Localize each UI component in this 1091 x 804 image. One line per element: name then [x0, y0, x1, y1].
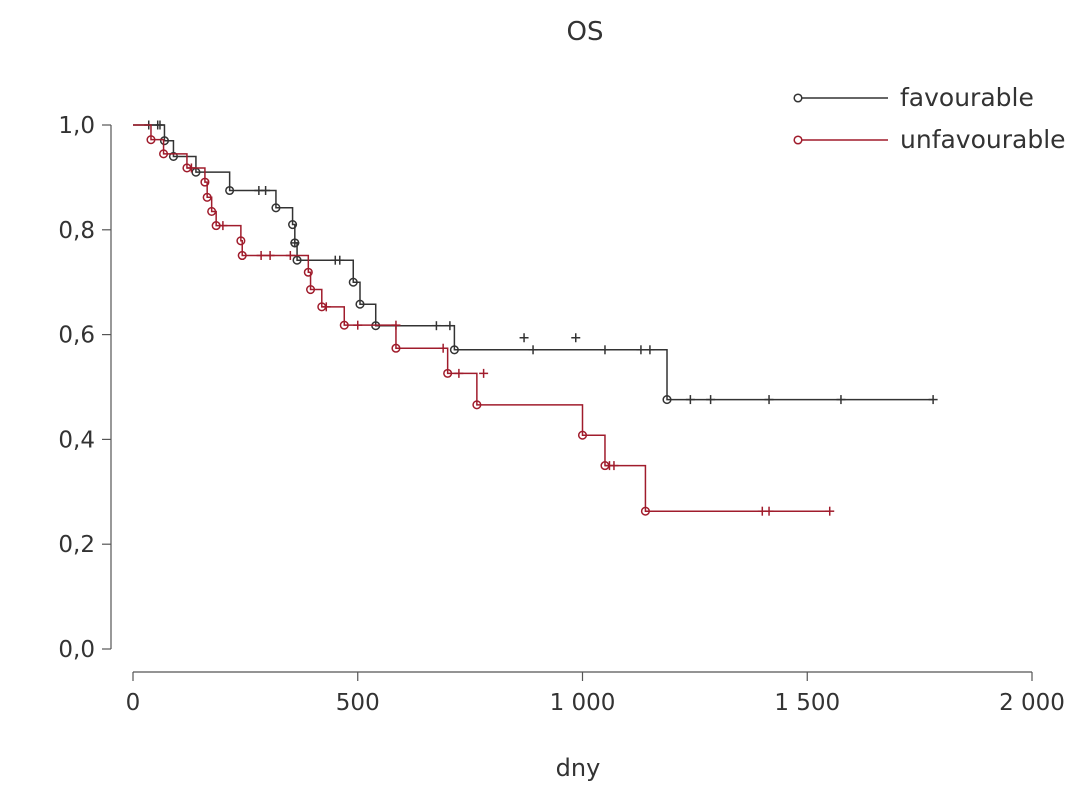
censored-mark	[218, 221, 228, 231]
y-tick-label: 1,0	[58, 113, 95, 139]
censored-mark	[836, 395, 846, 405]
y-tick-label: 0,6	[58, 323, 95, 349]
censored-mark	[571, 333, 581, 343]
censored-mark	[445, 321, 455, 331]
legend-item-favourable: favourable	[793, 83, 1034, 112]
event-point	[236, 236, 246, 246]
censored-mark	[155, 120, 165, 130]
event-point	[237, 250, 247, 261]
censored-mark	[528, 345, 538, 355]
series-line-unfavourable	[133, 124, 830, 512]
series-line-favourable	[133, 124, 934, 401]
censored-mark	[391, 320, 401, 330]
censored-mark	[600, 345, 610, 355]
chart-title: OS	[567, 17, 604, 47]
legend: favourable unfavourable	[793, 83, 1066, 154]
censored-mark	[609, 461, 619, 471]
censored-mark	[285, 250, 295, 260]
censored-mark	[454, 368, 464, 378]
event-point	[146, 135, 156, 145]
censored-mark	[928, 395, 938, 405]
x-tick-label: 2 000	[999, 690, 1065, 716]
y-tick-label: 0,4	[58, 427, 95, 453]
event-point	[577, 430, 588, 440]
legend-item-unfavourable: unfavourable	[793, 125, 1066, 154]
event-point	[168, 151, 179, 161]
censored-mark	[431, 321, 441, 331]
x-tick-label: 0	[126, 690, 141, 716]
event-point	[271, 203, 281, 213]
event-point	[288, 220, 298, 230]
event-point	[640, 506, 650, 516]
censored-mark	[479, 368, 489, 378]
event-point	[662, 395, 672, 405]
censored-mark	[685, 395, 695, 405]
legend-marker	[793, 93, 803, 103]
series-favourable	[133, 120, 938, 405]
censored-mark	[825, 506, 835, 516]
event-point	[159, 149, 169, 159]
censored-mark	[353, 320, 363, 330]
event-point	[443, 368, 453, 378]
event-point	[472, 400, 482, 410]
event-point	[303, 267, 313, 277]
legend-label: favourable	[900, 83, 1034, 112]
event-point	[200, 177, 210, 187]
censored-mark	[290, 238, 300, 248]
x-tick-label: 1 000	[550, 690, 616, 716]
event-point	[292, 255, 302, 265]
y-tick-label: 0,0	[58, 637, 95, 663]
event-point	[207, 206, 217, 217]
event-point	[225, 185, 235, 196]
event-point	[159, 136, 170, 146]
event-point	[348, 277, 358, 287]
plot-area	[133, 120, 938, 516]
y-tick-label: 0,8	[58, 218, 95, 244]
censored-mark	[764, 506, 774, 516]
series-unfavourable	[133, 124, 835, 516]
axes: 0 500 1 000 1 500 2 000 0,0 0,2 0,4 0,6 0,8 1,0	[58, 113, 1065, 716]
event-point	[355, 299, 365, 309]
censored-mark	[321, 302, 331, 312]
censored-mark	[335, 255, 345, 265]
legend-marker	[793, 135, 803, 145]
censored-mark	[256, 250, 266, 260]
event-point	[449, 345, 459, 355]
censored-mark	[764, 395, 774, 405]
censored-mark	[438, 343, 448, 353]
event-point	[306, 284, 316, 295]
x-tick-label: 500	[336, 690, 380, 716]
legend-label: unfavourable	[900, 125, 1066, 154]
y-tick-label: 0,2	[58, 532, 95, 558]
censored-mark	[261, 186, 271, 195]
censored-mark	[645, 345, 655, 355]
event-point	[339, 320, 349, 330]
x-tick-label: 1 500	[774, 690, 840, 716]
censored-mark	[519, 333, 529, 343]
censored-mark	[265, 250, 275, 260]
event-point	[391, 343, 401, 353]
event-point	[202, 192, 212, 202]
censored-mark	[636, 345, 646, 355]
censored-mark	[186, 163, 196, 173]
censored-mark	[706, 395, 716, 405]
x-axis-label: dny	[556, 754, 601, 782]
